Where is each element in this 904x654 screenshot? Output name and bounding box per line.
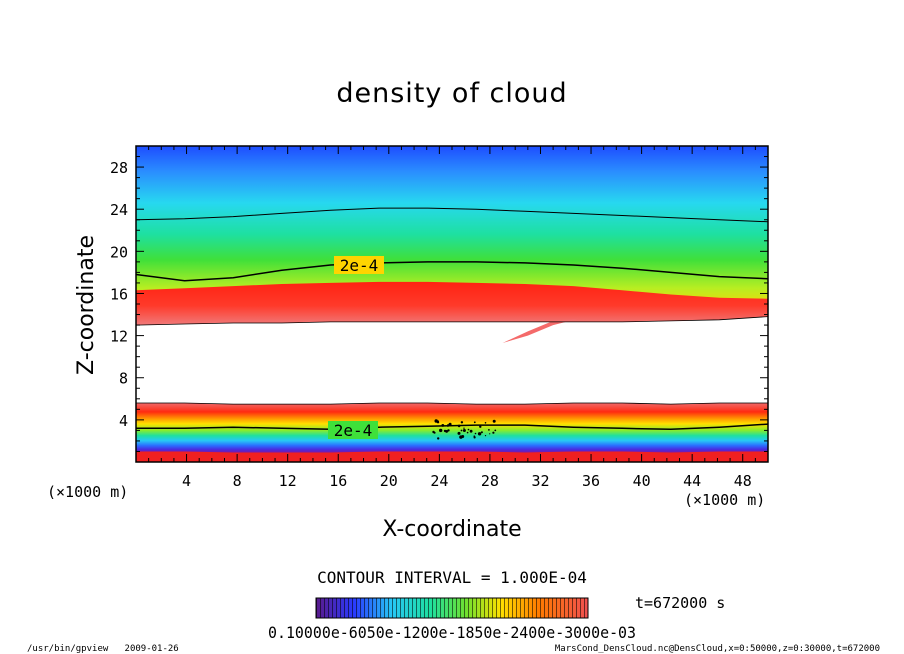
speckle-dot: [484, 435, 487, 437]
speckle-dot: [447, 424, 449, 426]
colorbar: [315, 597, 589, 619]
speckle-dot: [445, 430, 448, 433]
speckle-dot: [479, 425, 482, 428]
x-tick-label: 36: [582, 472, 600, 490]
x-axis-label: X-coordinate: [382, 517, 521, 542]
contour-line-1e-4-upper: [136, 207, 768, 223]
x-tick-label: 40: [633, 472, 651, 490]
speckle-dot: [434, 419, 438, 423]
x-unit-right: (×1000 m): [684, 491, 765, 509]
y-tick-label: 8: [119, 370, 128, 388]
x-tick-label: 28: [481, 472, 499, 490]
contour-line-2e-4-lower: [136, 423, 768, 431]
speckle-dot: [437, 420, 439, 423]
upper-layer-tongue: [502, 318, 579, 343]
speckle-dot: [469, 429, 473, 433]
contour-label-upper-text: 2e-4: [340, 256, 379, 275]
cloud-free-region: [136, 316, 768, 405]
speckle-dot: [494, 429, 497, 432]
speckle-dot: [463, 427, 465, 429]
speckle-dot: [447, 425, 449, 427]
speckle-dot: [488, 429, 490, 431]
y-tick-label: 28: [110, 159, 128, 177]
speckle-dot: [473, 421, 476, 424]
speckle-dot: [457, 424, 461, 428]
speckle-dot: [484, 422, 487, 424]
lower-cloud-layer: [136, 403, 768, 453]
contour-line-2e-4-upper: [136, 261, 768, 282]
speckle-dot: [441, 424, 445, 427]
colorbar-levels: [316, 598, 588, 618]
speckle-dot: [489, 433, 491, 435]
time-label: t=672000 s: [635, 594, 725, 612]
footer-left: /usr/bin/gpview 2009-01-26: [27, 644, 179, 654]
speckle-dot: [474, 432, 477, 435]
contour-label-upper: 2e-4: [334, 256, 384, 275]
y-axis-label: Z-coordinate: [74, 235, 99, 375]
x-tick-label: 32: [531, 472, 549, 490]
x-tick-label: 4: [182, 472, 191, 490]
chart-title: density of cloud: [336, 78, 567, 109]
speckle-dot: [477, 432, 482, 436]
contour-label-lower: 2e-4: [328, 421, 378, 440]
x-tick-label: 16: [329, 472, 347, 490]
plot-area: [136, 146, 768, 462]
speckle-dot: [480, 431, 483, 434]
contour-speckle: [432, 419, 497, 440]
speckle-dot: [460, 421, 464, 424]
contour-line-lower-top: [136, 402, 768, 405]
y-axis: 4 8 12 16 20 24 28: [110, 156, 768, 452]
colorbar-labels: 0.10000e-6050e-1200e-1850e-2400e-3000e-0…: [268, 623, 636, 642]
contour-interval: CONTOUR INTERVAL = 1.000E-04: [317, 568, 587, 587]
speckle-dot: [461, 435, 465, 438]
speckle-dot: [439, 428, 443, 433]
speckle-dot: [437, 437, 440, 440]
speckle-dot: [473, 435, 476, 438]
contour-line-upper-base: [136, 316, 768, 326]
y-tick-label: 24: [110, 201, 128, 219]
speckle-dot: [492, 431, 495, 434]
speckle-dot: [466, 431, 469, 434]
x-tick-label: 12: [279, 472, 297, 490]
speckle-dot: [462, 429, 466, 432]
upper-cloud-layer: [136, 281, 768, 326]
x-tick-label: 8: [233, 472, 242, 490]
y-tick-label: 16: [110, 285, 128, 303]
x-tick-label: 24: [430, 472, 448, 490]
y-tick-label: 4: [119, 412, 128, 430]
x-tick-label: 48: [734, 472, 752, 490]
x-tick-label: 20: [380, 472, 398, 490]
colorbar-frame: [315, 597, 589, 619]
y-tick-label: 20: [110, 243, 128, 261]
contour-label-lower-text: 2e-4: [334, 421, 373, 440]
speckle-dot: [432, 430, 435, 434]
y-tick-label: 12: [110, 328, 128, 346]
x-axis: 4 8 12 16 20 24 28 32 36 40 44 48: [148, 146, 756, 490]
speckle-dot: [448, 422, 452, 426]
speckle-dot: [457, 431, 461, 435]
x-tick-label: 44: [683, 472, 701, 490]
speckle-dot: [492, 419, 496, 423]
speckle-dot: [467, 428, 470, 431]
speckle-dot: [460, 429, 463, 432]
x-unit-left: (×1000 m): [47, 483, 128, 501]
footer-right: MarsCond_DensCloud.nc@DensCloud,x=0:5000…: [555, 644, 880, 654]
